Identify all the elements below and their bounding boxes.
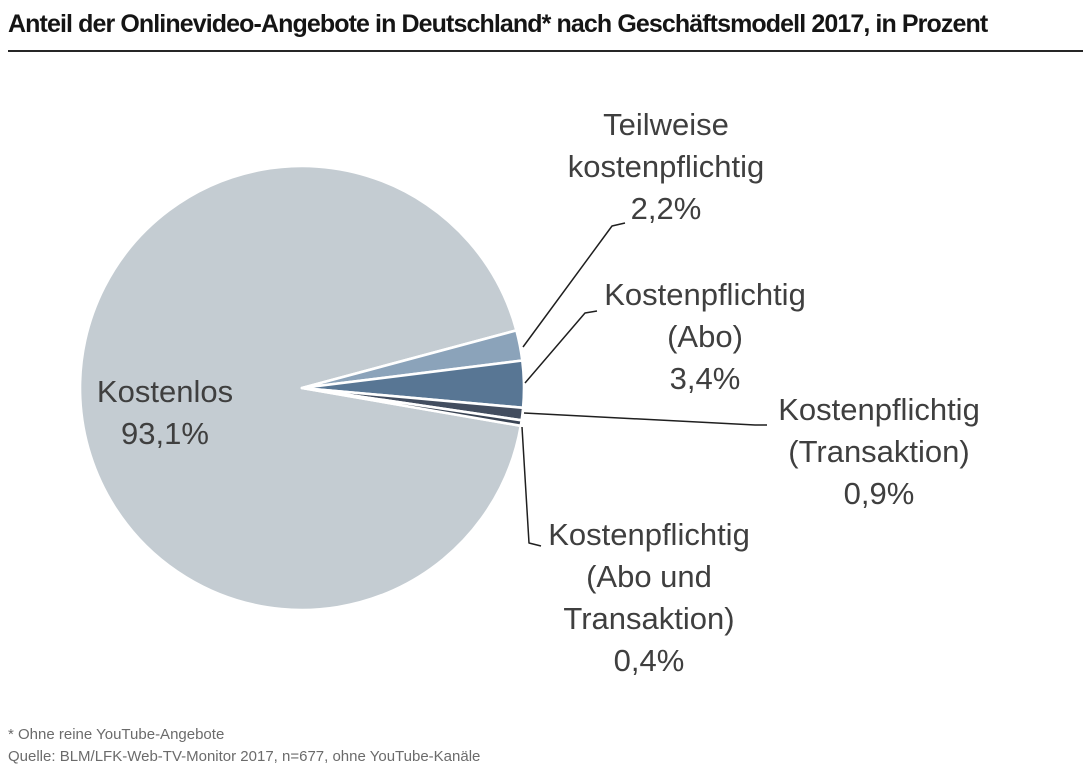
leader-line-abo bbox=[524, 310, 598, 384]
leader-line-transaktion bbox=[523, 412, 767, 426]
pie-slice-kostenlos bbox=[78, 164, 523, 612]
slice-value-label: 2,2% bbox=[630, 191, 702, 226]
slice-value-label: 93,1% bbox=[121, 416, 209, 451]
leader-line-teilweise bbox=[522, 222, 626, 348]
slice-label-line: (Transaktion) bbox=[788, 434, 970, 469]
slice-label-kostenpflichtig-transaktion: Kostenpflichtig (Transaktion) 0,9% bbox=[778, 389, 980, 515]
title-underline bbox=[8, 50, 1083, 52]
pie-slice-kostenpflichtig-abo-und-transaktion bbox=[300, 386, 523, 428]
slice-label-line: (Abo und bbox=[586, 559, 712, 594]
slice-value-label: 3,4% bbox=[669, 361, 741, 396]
leader-line-abo-transaktion bbox=[521, 426, 542, 547]
slice-label-line: Kostenpflichtig bbox=[548, 517, 750, 552]
slice-label-line: Kostenpflichtig bbox=[778, 392, 980, 427]
slice-value-label: 0,4% bbox=[613, 643, 685, 678]
pie-slices-group bbox=[78, 164, 526, 612]
footnote-text: * Ohne reine YouTube-Angebote bbox=[8, 726, 225, 743]
slice-label-line: kostenpflichtig bbox=[567, 149, 765, 184]
slice-label-line: Teilweise bbox=[603, 107, 729, 142]
slice-label-line: Transaktion) bbox=[563, 601, 735, 636]
slice-label-line: Kostenlos bbox=[96, 374, 234, 409]
chart-title: Anteil der Onlinevideo-Angebote in Deuts… bbox=[8, 10, 988, 38]
slice-label-line: Kostenpflichtig bbox=[604, 277, 806, 312]
source-text: Quelle: BLM/LFK-Web-TV-Monitor 2017, n=6… bbox=[8, 748, 481, 765]
slice-label-teilweise-kostenpflichtig: Teilweise kostenpflichtig 2,2% bbox=[568, 104, 764, 230]
slice-value-label: 0,9% bbox=[843, 476, 915, 511]
slice-label-kostenpflichtig-abo-und-transaktion: Kostenpflichtig (Abo und Transaktion) 0,… bbox=[548, 514, 750, 682]
chart-footer: * Ohne reine YouTube-Angebote Quelle: BL… bbox=[8, 724, 480, 768]
slice-label-kostenpflichtig-abo: Kostenpflichtig (Abo) 3,4% bbox=[604, 274, 806, 400]
slice-label-line: (Abo) bbox=[667, 319, 743, 354]
slice-label-kostenlos: Kostenlos 93,1% bbox=[97, 371, 233, 455]
